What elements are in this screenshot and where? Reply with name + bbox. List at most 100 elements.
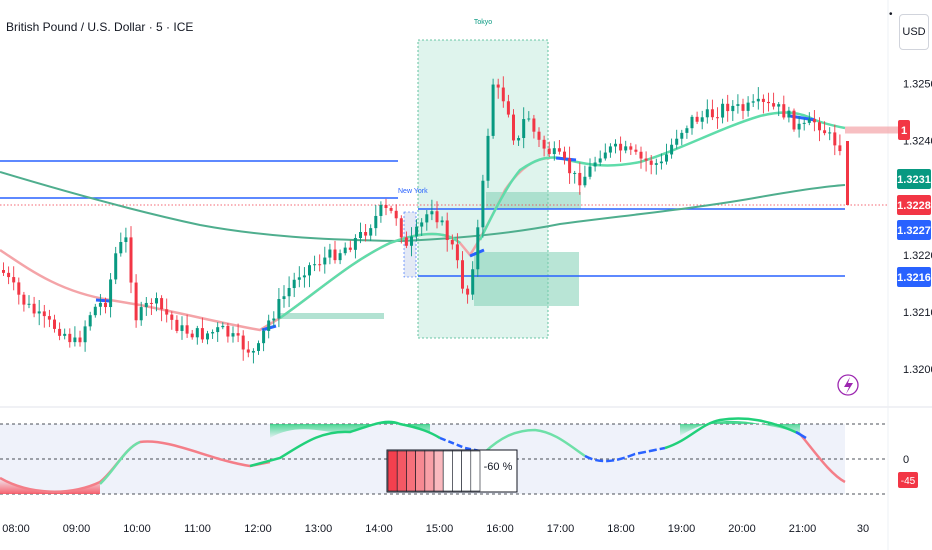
oscillator-overbought-fill-2 <box>680 420 800 436</box>
gauge-cell-7 <box>452 450 462 492</box>
candle <box>144 302 148 308</box>
candle <box>282 296 286 300</box>
lightning-glyph <box>844 377 853 394</box>
price-tag-box-1 <box>897 169 931 189</box>
candle <box>37 311 41 314</box>
price-tag-box-2 <box>897 195 931 215</box>
candle <box>323 257 327 265</box>
candle <box>359 232 362 239</box>
candle <box>165 309 169 315</box>
candle <box>384 204 388 209</box>
candle <box>129 237 133 283</box>
candle <box>634 149 638 152</box>
candle <box>481 180 485 228</box>
candle <box>751 101 755 103</box>
candle <box>741 104 745 111</box>
percent-gauge-cells <box>387 450 481 492</box>
candle <box>532 118 536 132</box>
gauge-cell-0 <box>387 450 398 492</box>
candle <box>272 318 276 321</box>
candle <box>216 327 220 333</box>
candle <box>461 260 464 289</box>
candle <box>200 328 204 340</box>
candle <box>185 325 189 334</box>
candle <box>802 122 806 124</box>
candle <box>833 132 837 146</box>
candle <box>695 116 699 122</box>
price-tick-0: 1.3250 <box>903 78 932 90</box>
candle <box>450 240 454 245</box>
more-dot-icon[interactable]: • <box>889 9 893 20</box>
gauge-cell-6 <box>442 450 453 492</box>
candle <box>471 269 475 295</box>
price-tag-2: 1.3228 <box>897 200 931 212</box>
candle <box>476 227 480 270</box>
slow-moving-average <box>0 171 846 243</box>
candle <box>614 143 617 147</box>
candle <box>7 272 11 278</box>
price-tick-1: 1.3240 <box>903 136 932 148</box>
candle <box>78 337 82 343</box>
candle <box>42 311 46 317</box>
candle <box>139 307 143 321</box>
candle <box>221 325 225 328</box>
candle <box>104 302 107 308</box>
tokyo-label: Tokyo <box>474 19 492 26</box>
candle <box>823 130 827 134</box>
oscillator-line-segment-2 <box>99 440 141 485</box>
candle <box>756 98 760 102</box>
candle <box>389 208 393 211</box>
candle <box>180 325 184 331</box>
candle <box>308 265 311 276</box>
candle <box>155 298 158 304</box>
candle <box>379 204 383 216</box>
candle <box>629 146 633 150</box>
candle <box>787 110 791 118</box>
percent-gauge-label: -60 % <box>484 461 513 473</box>
candle <box>12 277 16 283</box>
candle <box>506 101 510 115</box>
oscillator-line-segment-3 <box>249 420 441 468</box>
candle <box>588 166 592 177</box>
candle <box>17 282 21 295</box>
oscillator-value-tag <box>898 472 918 488</box>
candle <box>797 123 801 130</box>
candle <box>420 222 424 227</box>
candle <box>639 151 643 159</box>
candle <box>369 228 373 236</box>
time-tick-11: 19:00 <box>668 523 696 535</box>
candle <box>777 104 781 107</box>
candle <box>690 116 694 129</box>
fast-moving-average-rise <box>279 232 461 320</box>
candle <box>700 117 704 122</box>
candle <box>736 104 740 106</box>
time-axis[interactable]: 08:00 09:00 10:00 11:00 12:00 13:00 14:00 15:00… <box>2 523 869 535</box>
candle <box>440 220 444 223</box>
candle <box>302 275 306 278</box>
time-tick-10: 18:00 <box>607 523 635 535</box>
candle <box>593 162 597 167</box>
candle <box>716 117 719 119</box>
time-tick-4: 12:00 <box>244 523 272 535</box>
candles-layer[interactable] <box>2 76 849 364</box>
candle <box>257 343 260 351</box>
gauge-cell-2 <box>406 450 416 492</box>
candle <box>598 158 602 163</box>
symbol-title[interactable]: British Pound / U.S. Dollar · 5 · ICE <box>6 20 194 34</box>
candle <box>267 320 271 331</box>
candle <box>838 145 842 152</box>
gauge-cell-4 <box>424 450 435 492</box>
currency-button[interactable]: USD <box>899 14 929 50</box>
candle <box>364 232 368 236</box>
demand-zone-left <box>278 313 384 319</box>
time-tick-5: 13:00 <box>305 523 333 535</box>
fast-moving-average-rally <box>478 156 561 241</box>
candle <box>98 302 102 307</box>
candle <box>63 333 67 336</box>
candle <box>675 138 679 145</box>
fast-moving-average-high <box>559 111 846 167</box>
candle <box>578 172 582 186</box>
candle <box>211 332 215 334</box>
